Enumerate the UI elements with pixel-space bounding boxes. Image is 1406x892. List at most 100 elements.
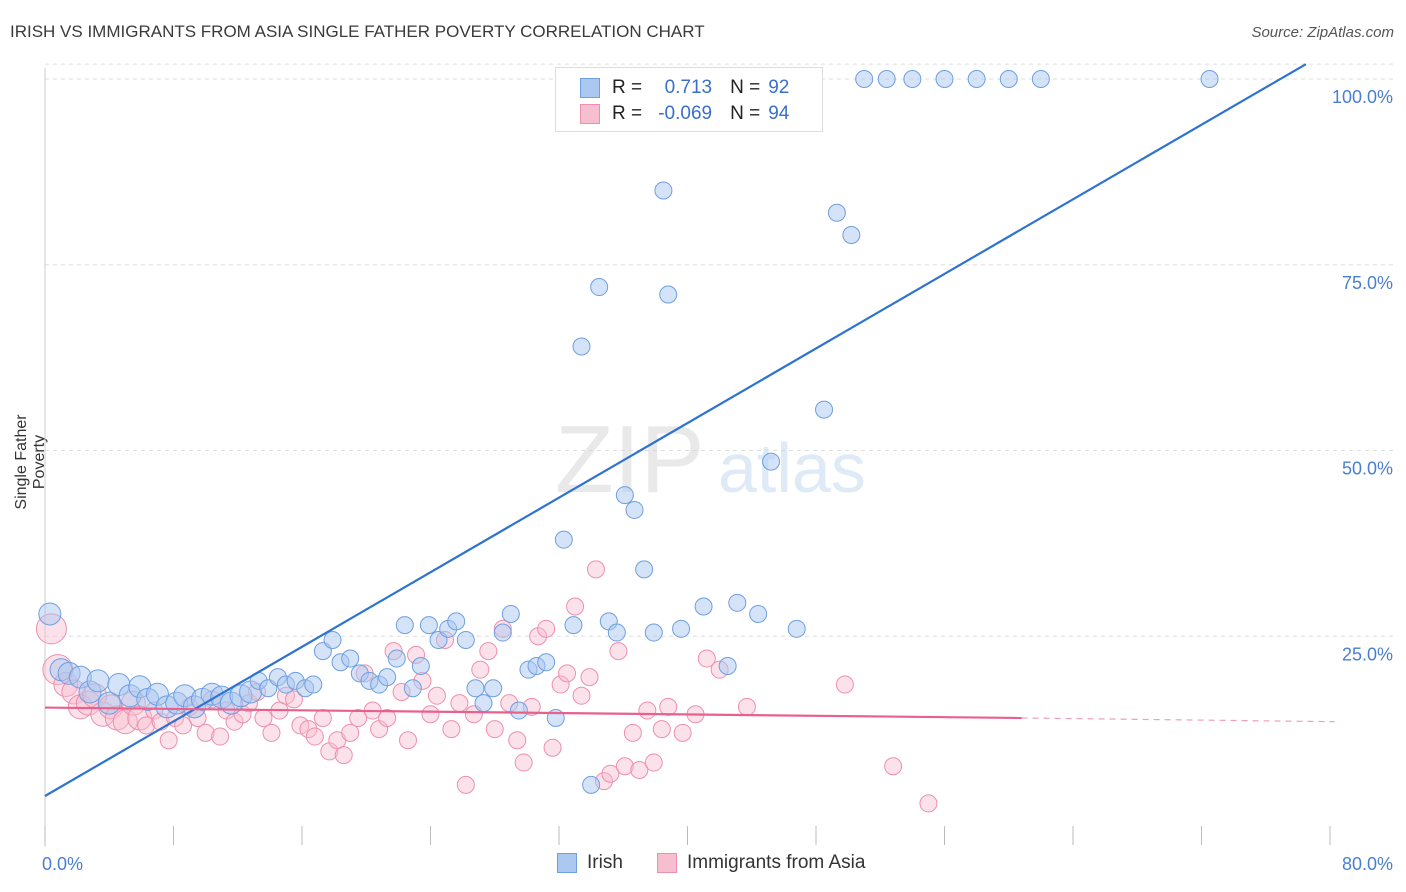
irish-point (537, 653, 556, 672)
bottom-legend-label-irish: Irish (587, 852, 623, 873)
axes (44, 68, 1331, 847)
asia-point (652, 720, 671, 739)
bottom-legend-asia: Immigrants from Asia (657, 852, 865, 874)
irish-point (749, 604, 768, 623)
asia-trend-extension (1021, 717, 1335, 723)
asia-point (659, 697, 678, 716)
asia-point (638, 701, 657, 720)
irish-point (86, 669, 110, 693)
irish-point (403, 679, 422, 698)
watermark-atlas: atlas (718, 429, 866, 507)
irish-point (762, 452, 781, 471)
legend-swatch-irish (580, 78, 600, 98)
irish-point (474, 694, 493, 713)
asia-point (697, 649, 716, 668)
asia-point (450, 694, 469, 713)
asia-points (35, 560, 938, 813)
irish-point (635, 560, 654, 579)
irish-point (387, 649, 406, 668)
irish-trend-line (44, 63, 1307, 797)
x-tick-label-max: 80.0% (1342, 854, 1393, 874)
irish-point (582, 775, 601, 794)
chart-title: IRISH VS IMMIGRANTS FROM ASIA SINGLE FAT… (10, 22, 705, 41)
legend-asia-n-value: 94 (768, 103, 790, 124)
asia-point (378, 708, 397, 727)
legend-irish-n-label: N = (730, 77, 761, 98)
asia-point (572, 686, 591, 705)
asia-trend-line (44, 706, 1022, 720)
asia-point (630, 760, 649, 779)
asia-point (262, 723, 281, 742)
x-tick-label-min: 0.0% (42, 854, 83, 874)
y-tick-label: 100.0% (1332, 87, 1393, 107)
asia-point (623, 723, 642, 742)
asia-point (558, 664, 577, 683)
tick-labels: 25.0% 50.0% 75.0% 100.0% 0.0% 80.0% (42, 87, 1393, 874)
irish-point (378, 668, 397, 687)
irish-point (672, 619, 691, 638)
asia-point (112, 709, 138, 735)
irish-point (815, 400, 834, 419)
irish-point (654, 181, 673, 200)
asia-point (196, 723, 215, 742)
bottom-legend-swatch-irish (557, 853, 577, 873)
asia-point (299, 720, 318, 739)
legend-asia-r-label: R = (612, 103, 643, 124)
asia-point (284, 690, 303, 709)
asia-point (334, 746, 353, 765)
irish-point (484, 679, 503, 698)
irish-point (509, 701, 528, 720)
y-tick-label: 50.0% (1342, 459, 1393, 479)
asia-point (601, 764, 620, 783)
irish-point (447, 612, 466, 631)
legend-irish-n-value: 92 (768, 77, 790, 98)
asia-point (399, 731, 418, 750)
irish-point (38, 602, 62, 626)
asia-point (471, 660, 490, 679)
asia-point (485, 720, 504, 739)
irish-point (304, 675, 323, 694)
irish-point (341, 649, 360, 668)
irish-point (419, 616, 438, 635)
asia-point (543, 738, 562, 757)
asia-point (537, 619, 556, 638)
irish-point (644, 623, 663, 642)
irish-point (456, 630, 475, 649)
legend-asia-n-label: N = (730, 103, 761, 124)
asia-point (580, 668, 599, 687)
irish-point (466, 679, 485, 698)
legend-asia-r-value: -0.069 (658, 103, 713, 124)
asia-point (609, 642, 628, 661)
irish-point (564, 616, 583, 635)
irish-point (855, 70, 874, 88)
asia-point (586, 560, 605, 579)
irish-points (38, 70, 1219, 794)
asia-point (514, 753, 533, 772)
asia-point (254, 708, 273, 727)
irish-point (607, 623, 626, 642)
asia-point (551, 675, 570, 694)
irish-point (411, 656, 430, 675)
irish-point (572, 337, 591, 356)
asia-point (673, 723, 692, 742)
bottom-legend-swatch-asia (657, 853, 677, 873)
irish-point (615, 486, 634, 505)
asia-point (313, 708, 332, 727)
asia-point (508, 731, 527, 750)
asia-point (566, 597, 585, 616)
irish-point (827, 203, 846, 222)
irish-point (501, 604, 520, 623)
irish-point (625, 500, 644, 519)
asia-point (305, 727, 324, 746)
irish-point (935, 70, 954, 88)
stats-legend: R = 0.713 N = 92 R = -0.069 N = 94 (555, 67, 823, 132)
asia-point (159, 731, 178, 750)
asia-point (737, 697, 756, 716)
bottom-legend-irish: Irish (557, 852, 623, 874)
asia-point (884, 757, 903, 776)
asia-point (211, 727, 230, 746)
irish-point (842, 226, 861, 245)
asia-point (615, 757, 634, 776)
bottom-legend-label-asia: Immigrants from Asia (687, 852, 866, 873)
